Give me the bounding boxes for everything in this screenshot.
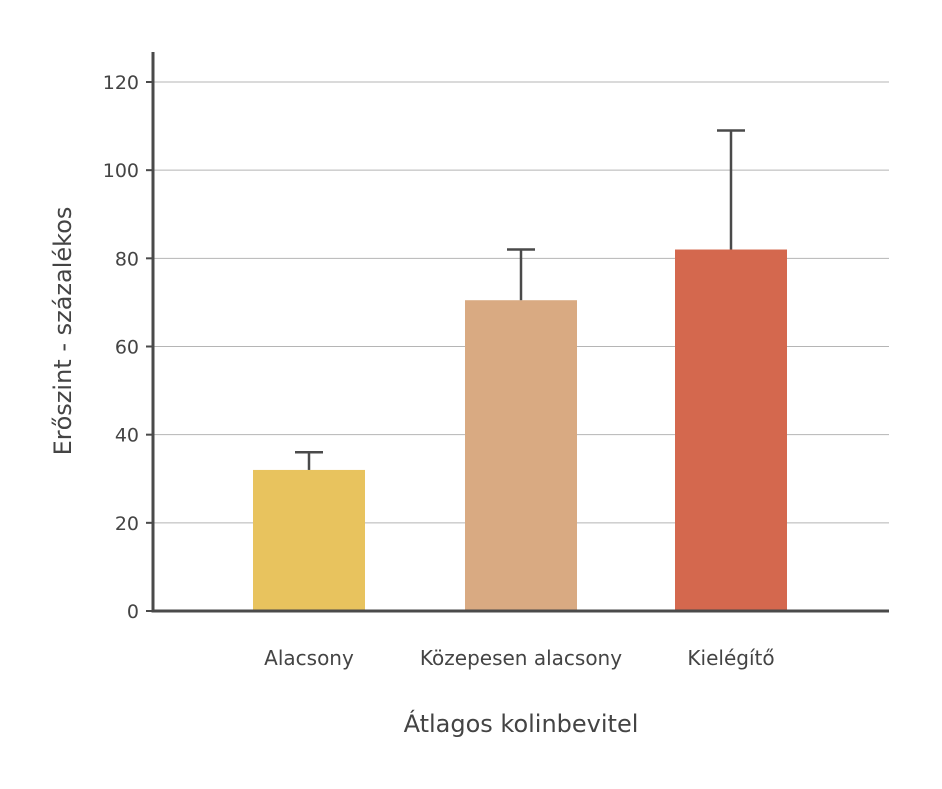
x-tick-labels: Alacsony Közepesen alacsony Kielégítő [264,646,774,670]
y-tick-label: 60 [115,337,139,359]
bar-1 [253,469,365,611]
x-tick-label: Kielégítő [687,646,774,670]
x-tick-label: Közepesen alacsony [420,646,622,670]
bar-3 [675,249,787,611]
x-axis-title: Átlagos kolinbevitel [404,709,639,738]
bar-2 [465,300,577,611]
y-tick-label: 20 [115,513,139,535]
axes [151,52,889,613]
y-ticks: 0 20 40 60 80 100 120 [103,72,153,623]
y-tick-label: 40 [115,425,139,447]
y-tick-label: 120 [103,72,139,94]
error-bars [295,129,745,470]
y-tick-label: 80 [115,248,139,270]
y-axis-title: Erőszint - százalékos [49,207,77,456]
y-tick-label: 0 [127,601,139,623]
bars [253,249,787,611]
y-tick-label: 100 [103,160,139,182]
x-tick-label: Alacsony [264,646,354,670]
